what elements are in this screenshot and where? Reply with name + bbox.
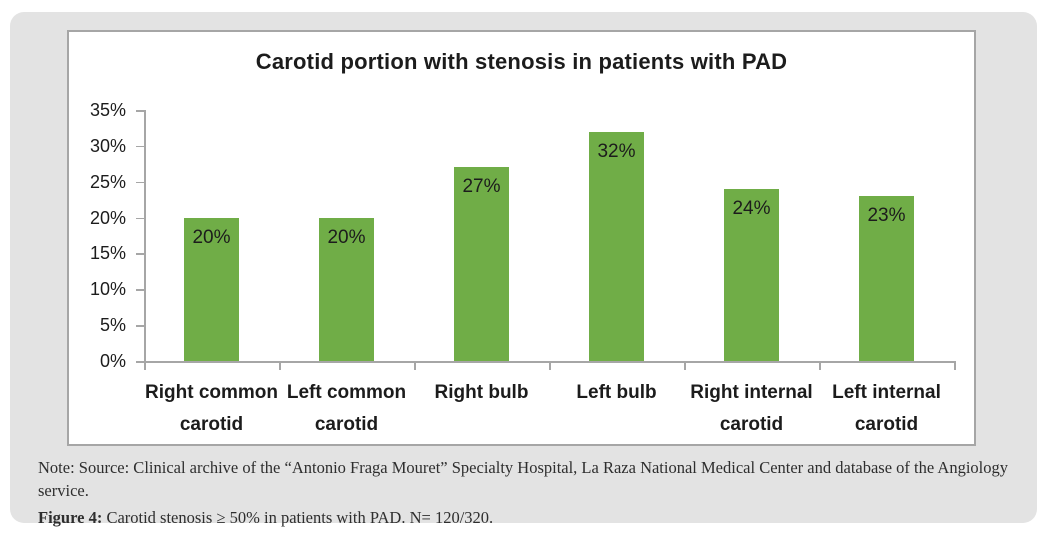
x-category-label-right-common-carotid: Right common carotid — [145, 382, 278, 435]
y-tick-mark — [136, 145, 144, 148]
bar-left-bulb — [589, 131, 644, 361]
y-tick-mark — [136, 289, 144, 291]
figure-note-line-1: Note: Source: Clinical archive of the “A… — [38, 458, 1008, 477]
x-category-label-left-internal-carotid: Left internal carotid — [832, 382, 941, 435]
figure-caption-label: Figure 4: — [38, 508, 103, 527]
y-tick-label: 25% — [89, 171, 126, 192]
chart-title: Carotid portion with stenosis in patient… — [255, 49, 788, 74]
y-tick-label: 0% — [99, 351, 126, 371]
bar-value-label-left-internal-carotid: 23% — [867, 205, 906, 227]
x-tick-mark — [549, 361, 551, 370]
y-tick-label: 10% — [89, 279, 126, 300]
y-tick-mark — [136, 181, 144, 184]
y-tick-mark — [136, 253, 144, 255]
bar-left-common-carotid — [319, 217, 374, 361]
x-tick-mark — [819, 361, 821, 370]
x-category-label-left-common-carotid: Left common carotid — [286, 382, 407, 435]
y-axis-line — [144, 110, 146, 369]
bar-right-common-carotid — [184, 217, 239, 361]
bar-value-label-left-common-carotid: 20% — [327, 226, 366, 248]
bar-value-label-right-internal-carotid: 24% — [732, 197, 771, 219]
bar-value-label-left-bulb: 32% — [597, 140, 636, 162]
figure-text-block: Note: Source: Clinical archive of the “A… — [38, 456, 1008, 529]
bar-left-internal-carotid — [859, 196, 914, 361]
x-category-label-right-internal-carotid: Right internal carotid — [690, 382, 813, 435]
figure-panel: Carotid portion with stenosis in patient… — [10, 12, 1037, 527]
y-tick-label: 30% — [89, 135, 126, 156]
plot-area: 0% 5% 10% 15% 20% 25% 30% 35% 20% Right common ca… — [69, 32, 974, 444]
y-tick-label: 20% — [89, 207, 126, 228]
y-tick-label: 35% — [89, 100, 126, 120]
chart-container: Carotid portion with stenosis in patient… — [67, 30, 976, 446]
figure-note-line-2: service. — [38, 481, 89, 500]
figure-caption: Figure 4: Carotid stenosis ≥ 50% in pati… — [38, 506, 1008, 529]
y-tick-mark — [136, 361, 144, 363]
x-tick-mark — [414, 361, 416, 370]
x-tick-mark — [279, 361, 281, 370]
x-category-label-right-bulb: Right bulb — [434, 382, 529, 403]
y-tick-mark — [136, 217, 144, 220]
x-tick-mark — [144, 361, 146, 370]
bar-value-label-right-bulb: 27% — [462, 176, 501, 198]
bar-right-bulb — [454, 167, 509, 361]
x-category-label-left-bulb: Left bulb — [576, 382, 657, 403]
y-tick-mark — [136, 110, 144, 112]
y-tick-mark — [136, 325, 144, 327]
bar-value-label-right-common-carotid: 20% — [192, 226, 231, 248]
x-tick-mark — [954, 361, 956, 370]
bar-right-internal-carotid — [724, 188, 779, 361]
x-tick-mark — [684, 361, 686, 370]
y-tick-label: 5% — [99, 315, 126, 336]
y-tick-label: 15% — [89, 243, 126, 264]
figure-caption-text: Carotid stenosis ≥ 50% in patients with … — [102, 508, 494, 527]
